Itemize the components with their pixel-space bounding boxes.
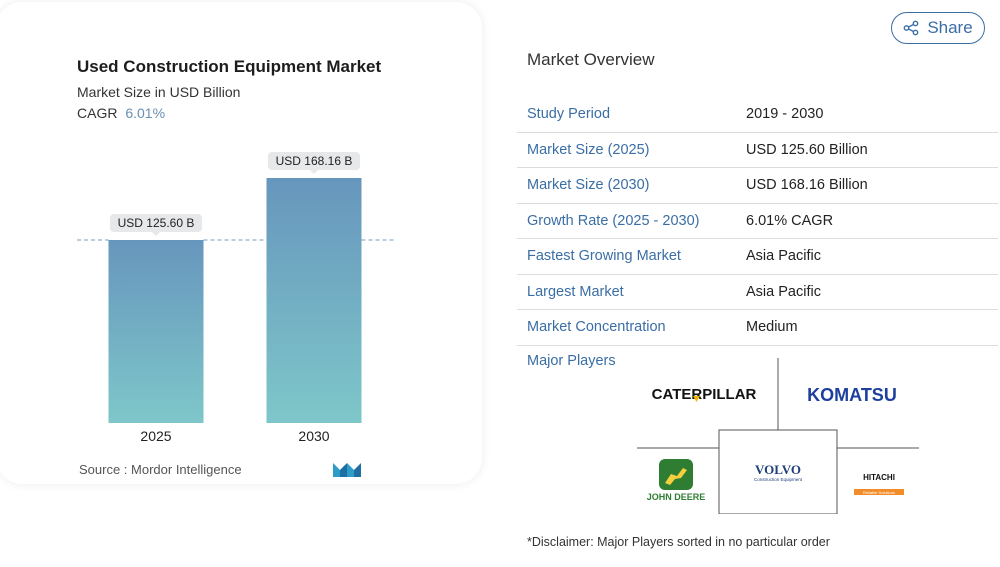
chart-source: Source : Mordor Intelligence <box>79 462 242 477</box>
row-value: USD 168.16 Billion <box>746 167 998 204</box>
row-value: Asia Pacific <box>746 238 998 275</box>
john-deere-emblem-icon <box>659 459 693 490</box>
share-icon <box>903 20 919 36</box>
x-tick-2030: 2030 <box>298 428 329 444</box>
row-value: USD 125.60 Billion <box>746 132 998 168</box>
overview-row: Market Size (2030) USD 168.16 Billion <box>517 167 998 204</box>
overview-row: Largest Market Asia Pacific <box>517 274 998 310</box>
john-deere-logo: JOHN DEERE <box>647 492 706 502</box>
overview-row: Growth Rate (2025 - 2030) 6.01% CAGR <box>517 203 998 239</box>
chart-subtitle: Market Size in USD Billion <box>77 84 241 100</box>
hitachi-tagline: Reliable Solutions <box>863 490 895 495</box>
volvo-logo: VOLVO <box>755 462 801 477</box>
caterpillar-logo: CATERPILLAR <box>652 386 757 403</box>
cagr-row: CAGR 6.01% <box>77 105 165 121</box>
overview-row: Market Size (2025) USD 125.60 Billion <box>517 132 998 168</box>
market-overview-title: Market Overview <box>527 50 655 69</box>
row-key[interactable]: Fastest Growing Market <box>517 238 746 275</box>
row-value: Asia Pacific <box>746 274 998 310</box>
svg-text:USD 125.60 B: USD 125.60 B <box>118 216 195 230</box>
chart-title: Used Construction Equipment Market <box>77 57 382 76</box>
row-value: 6.01% CAGR <box>746 203 998 239</box>
row-key[interactable]: Market Size (2025) <box>517 132 746 168</box>
disclaimer: *Disclaimer: Major Players sorted in no … <box>527 535 830 549</box>
bar-2030 <box>266 178 362 423</box>
hitachi-logo: HITACHI <box>863 473 895 482</box>
overview-row: Study Period 2019 - 2030 <box>517 97 998 133</box>
bar-2025 <box>108 240 204 423</box>
share-label: Share <box>927 18 973 37</box>
mordor-logo-icon <box>333 463 361 477</box>
row-value: Medium <box>746 309 998 346</box>
overview-row: Fastest Growing Market Asia Pacific <box>517 238 998 275</box>
chart-card: Used Construction Equipment Market Marke… <box>0 2 482 484</box>
row-key[interactable]: Study Period <box>517 97 746 133</box>
cagr-label: CAGR <box>77 105 118 121</box>
volvo-subtitle: Construction Equipment <box>754 477 803 482</box>
row-key[interactable]: Growth Rate (2025 - 2030) <box>517 203 746 239</box>
row-key[interactable]: Market Concentration <box>517 309 746 346</box>
data-label-2025: USD 125.60 B <box>110 214 202 237</box>
komatsu-logo: KOMATSU <box>807 385 897 405</box>
hitachi-tagline-bar <box>854 489 904 495</box>
x-tick-2025: 2025 <box>140 428 171 444</box>
data-label-2030: USD 168.16 B <box>268 152 360 174</box>
row-key[interactable]: Largest Market <box>517 274 746 310</box>
cagr-value: 6.01% <box>125 105 166 121</box>
bar-chart: USD 125.60 B 2025 USD 168.16 B 2030 <box>77 152 396 444</box>
market-overview-table: Study Period 2019 - 2030 Market Size (20… <box>517 97 998 346</box>
row-key[interactable]: Market Size (2030) <box>517 167 746 204</box>
row-value: 2019 - 2030 <box>746 97 998 133</box>
overview-row: Market Concentration Medium <box>517 309 998 346</box>
share-button[interactable]: Share <box>891 12 985 44</box>
major-players-grid: CATERPILLAR KOMATSU VOLVO Construction E… <box>637 358 919 514</box>
major-players-label[interactable]: Major Players <box>527 353 616 369</box>
caterpillar-triangle-icon <box>693 396 700 402</box>
deer-icon <box>665 468 687 485</box>
svg-text:USD 168.16 B: USD 168.16 B <box>276 154 353 168</box>
